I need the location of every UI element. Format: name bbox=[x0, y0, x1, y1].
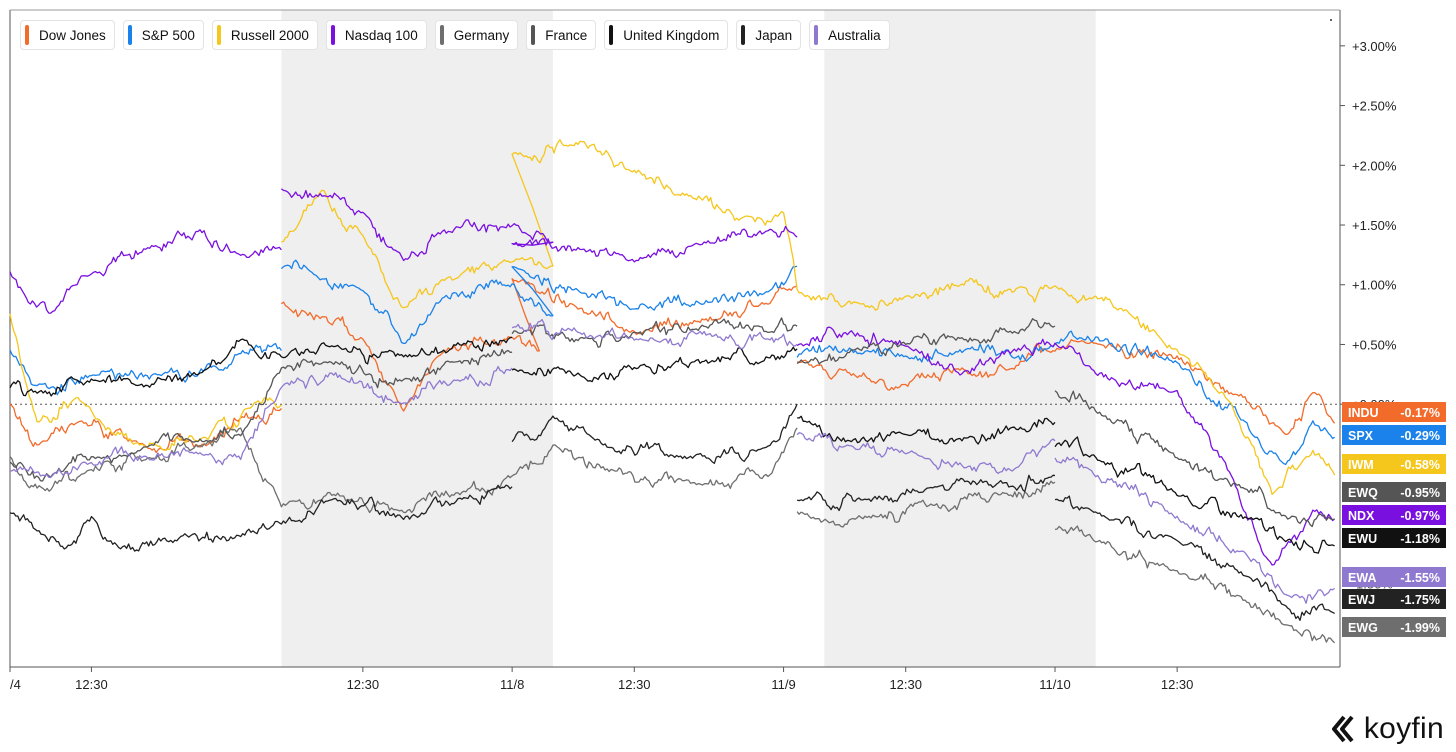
y-tick-label: +3.00% bbox=[1352, 39, 1397, 54]
koyfin-chevron-icon bbox=[1331, 715, 1354, 743]
end-value-label-bg bbox=[1342, 402, 1446, 422]
legend-label: S&P 500 bbox=[141, 27, 195, 43]
y-tick-label: +0.50% bbox=[1352, 337, 1397, 352]
end-value-percent: -0.17% bbox=[1400, 406, 1440, 420]
y-tick-label: +2.00% bbox=[1352, 158, 1397, 173]
end-value-ticker: EWU bbox=[1348, 532, 1377, 546]
end-value-ticker: SPX bbox=[1348, 429, 1374, 443]
end-value-label-bg bbox=[1342, 528, 1446, 548]
end-value-label-bg bbox=[1342, 425, 1446, 445]
shaded-session bbox=[281, 10, 553, 667]
legend-item[interactable]: Germany bbox=[434, 20, 519, 50]
end-value-percent: -0.97% bbox=[1400, 509, 1440, 523]
end-value-percent: -0.95% bbox=[1400, 486, 1440, 500]
legend-item[interactable]: Japan bbox=[736, 20, 802, 50]
end-value-ticker: NDX bbox=[1348, 509, 1375, 523]
end-value-ticker: EWJ bbox=[1348, 593, 1375, 607]
end-value-ticker: EWQ bbox=[1348, 486, 1378, 500]
end-value-percent: -1.55% bbox=[1400, 571, 1440, 585]
end-value-percent: -1.18% bbox=[1400, 532, 1440, 546]
legend-item[interactable]: Nasdaq 100 bbox=[325, 20, 427, 50]
end-value-label-bg bbox=[1342, 589, 1446, 609]
legend-label: Germany bbox=[453, 27, 510, 43]
legend-swatch bbox=[330, 25, 335, 45]
legend-swatch bbox=[25, 25, 29, 45]
end-value-percent: -1.99% bbox=[1400, 621, 1440, 635]
legend-item[interactable]: France bbox=[526, 20, 597, 50]
legend-label: France bbox=[545, 27, 588, 43]
legend-label: Australia bbox=[828, 27, 881, 43]
legend-item[interactable]: Russell 2000 bbox=[211, 20, 318, 50]
legend-swatch bbox=[439, 25, 444, 45]
legend-swatch bbox=[814, 25, 819, 45]
x-tick-label: 12:30 bbox=[1161, 677, 1194, 692]
x-tick-label: /4 bbox=[10, 677, 21, 692]
x-tick-label: 12:30 bbox=[889, 677, 922, 692]
end-value-percent: -1.75% bbox=[1400, 593, 1440, 607]
y-tick-label: +1.50% bbox=[1352, 218, 1397, 233]
end-value-label-bg bbox=[1342, 505, 1446, 525]
legend-label: Nasdaq 100 bbox=[344, 27, 418, 43]
legend-item[interactable]: Dow Jones bbox=[20, 20, 115, 50]
end-value-label-bg bbox=[1342, 617, 1446, 637]
y-tick-label: +2.50% bbox=[1352, 99, 1397, 114]
x-tick-label: 12:30 bbox=[347, 677, 380, 692]
series-line bbox=[9, 336, 1335, 554]
legend-label: United Kingdom bbox=[623, 27, 720, 43]
end-value-ticker: EWA bbox=[1348, 571, 1376, 585]
end-value-ticker: EWG bbox=[1348, 621, 1378, 635]
end-value-ticker: IWM bbox=[1348, 458, 1374, 472]
legend-item[interactable]: United Kingdom bbox=[604, 20, 729, 50]
legend-label: Japan bbox=[755, 27, 793, 43]
series-line bbox=[9, 188, 1336, 566]
legend: Dow Jones S&P 500 Russell 2000 Nasdaq 100 Ge… bbox=[20, 20, 890, 50]
legend-swatch bbox=[741, 25, 746, 45]
legend-swatch bbox=[216, 25, 221, 45]
series-line bbox=[9, 317, 1335, 528]
axis-dot bbox=[1330, 19, 1332, 21]
series-line bbox=[9, 403, 1335, 621]
end-value-ticker: INDU bbox=[1348, 406, 1379, 420]
series-line bbox=[9, 427, 1336, 644]
x-tick-label: 11/10 bbox=[1039, 677, 1071, 692]
x-tick-label: 11/9 bbox=[771, 677, 795, 692]
end-value-label-bg bbox=[1342, 482, 1446, 502]
end-value-label-bg bbox=[1342, 454, 1446, 474]
legend-item[interactable]: S&P 500 bbox=[122, 20, 204, 50]
legend-label: Russell 2000 bbox=[230, 27, 309, 43]
end-value-label-bg bbox=[1342, 567, 1446, 587]
y-tick-label: +1.00% bbox=[1352, 278, 1397, 293]
x-tick-label: 11/8 bbox=[500, 677, 524, 692]
legend-swatch bbox=[531, 25, 536, 45]
legend-item[interactable]: Australia bbox=[809, 20, 890, 50]
series-line bbox=[9, 259, 1335, 466]
brand-name: koyfin bbox=[1363, 712, 1444, 745]
series-line bbox=[10, 318, 1335, 604]
x-tick-label: 12:30 bbox=[75, 677, 108, 692]
legend-label: Dow Jones bbox=[39, 27, 106, 43]
legend-swatch bbox=[609, 25, 614, 45]
end-value-percent: -0.29% bbox=[1400, 429, 1440, 443]
x-tick-label: 12:30 bbox=[618, 677, 651, 692]
brand-logo: koyfin bbox=[1328, 712, 1444, 746]
end-value-percent: -0.58% bbox=[1400, 458, 1440, 472]
legend-swatch bbox=[127, 25, 132, 45]
